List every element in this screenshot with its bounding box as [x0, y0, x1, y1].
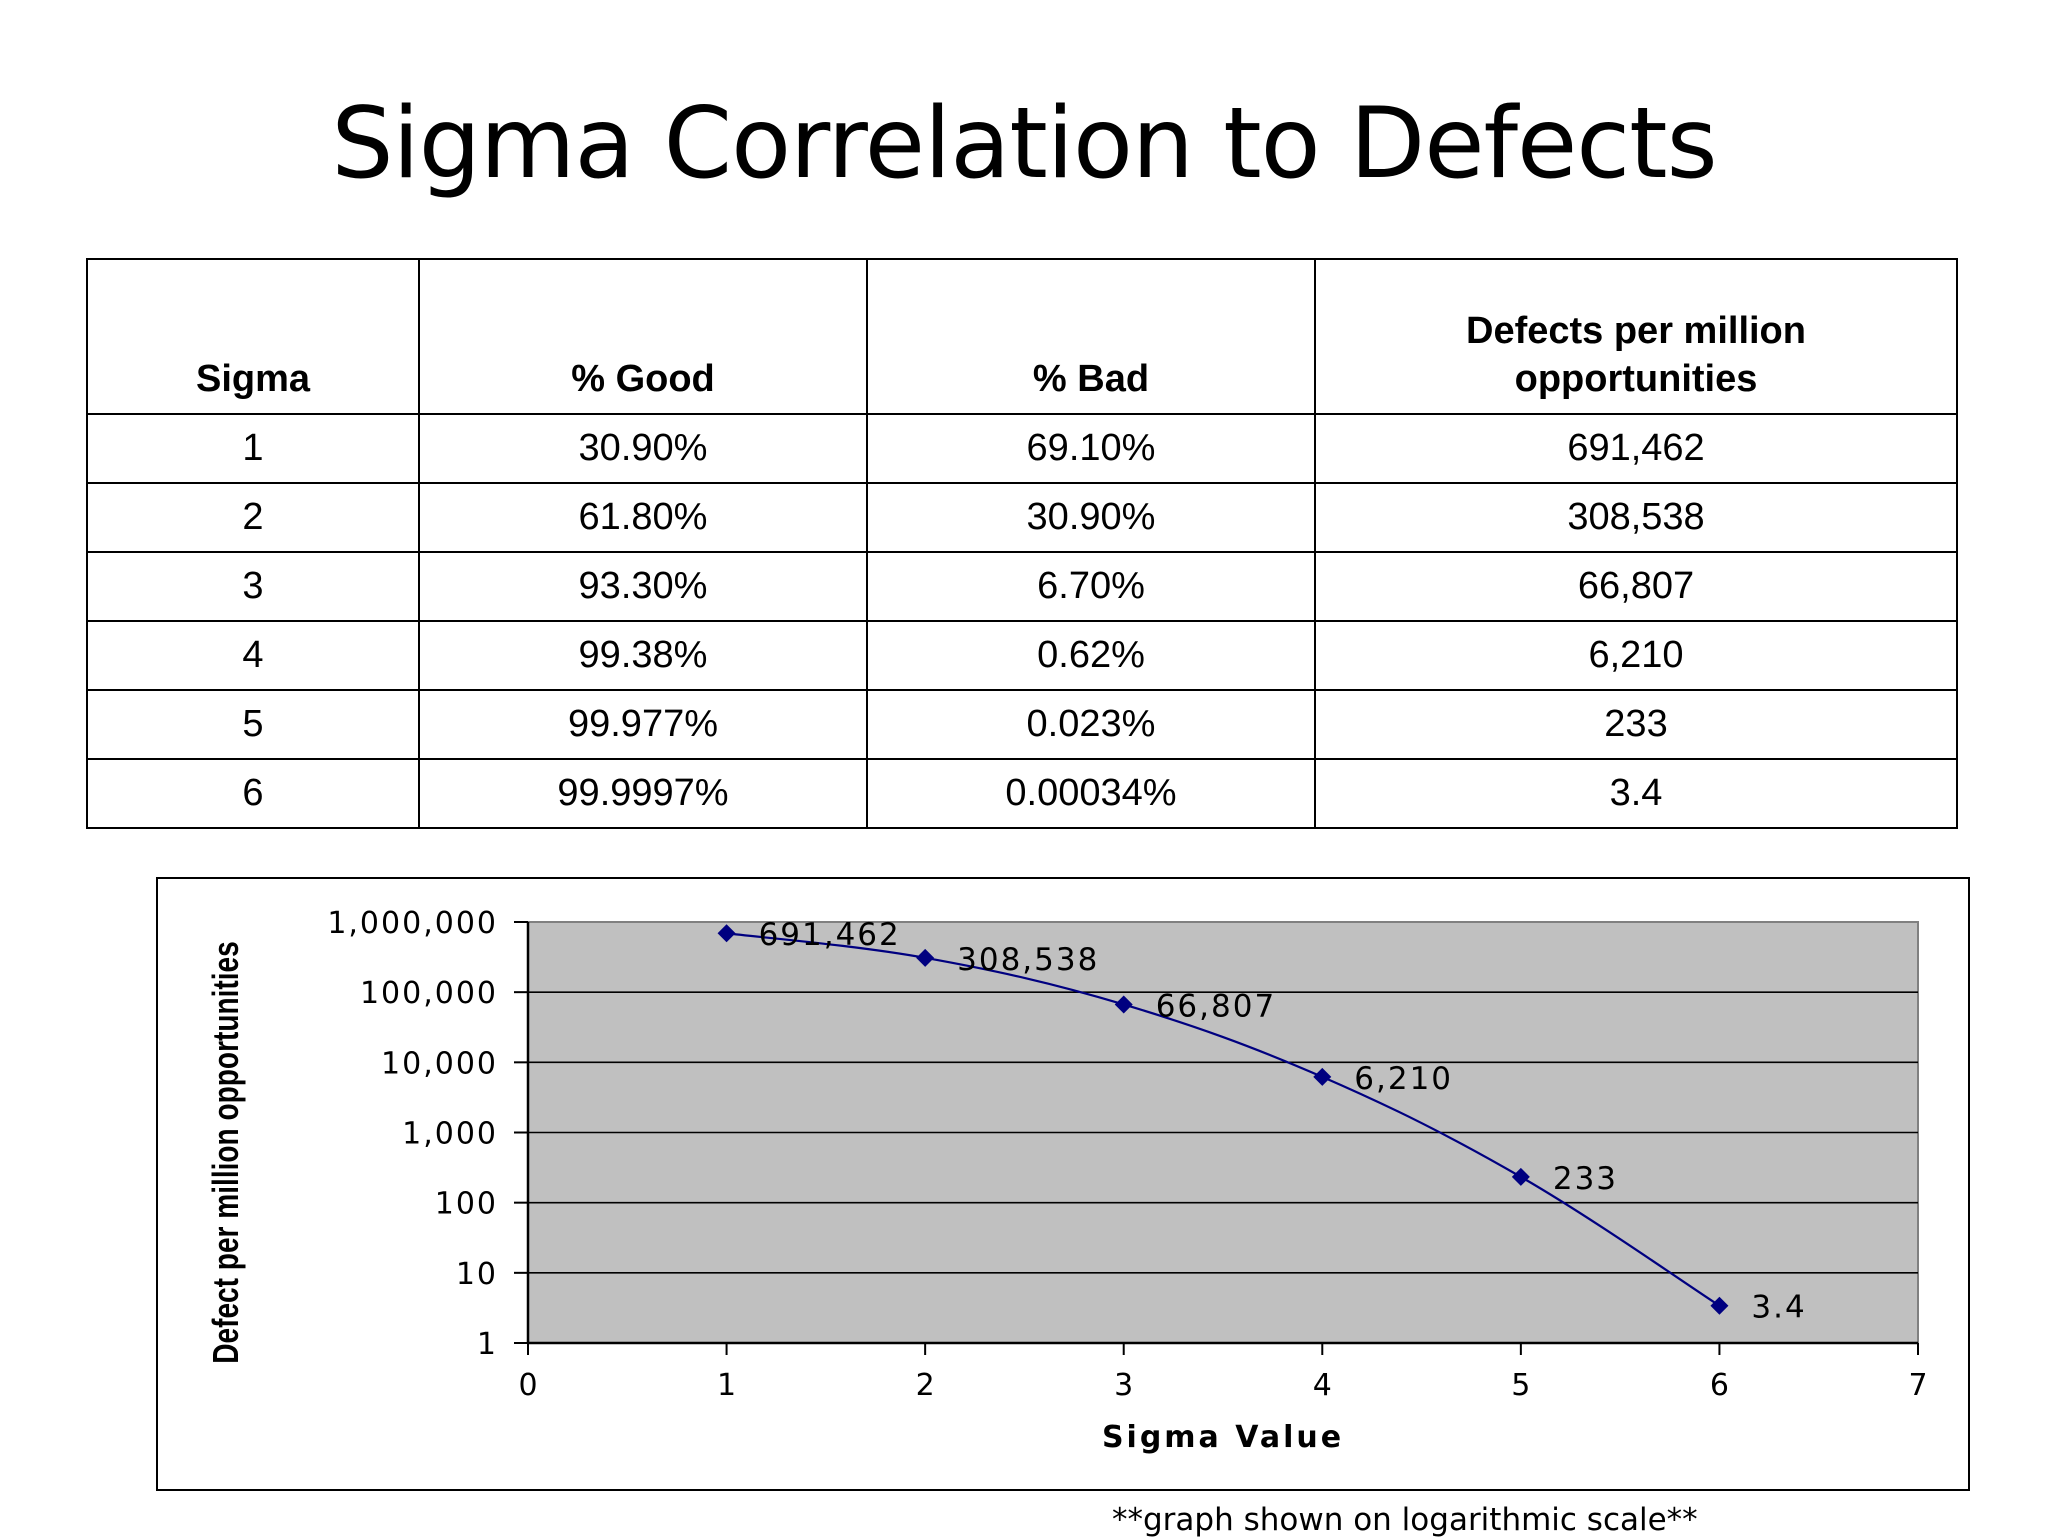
cell-bad: 69.10%	[866, 413, 1316, 484]
table-row: 5 99.977% 0.023% 233	[86, 689, 1958, 760]
header-good: % Good	[418, 258, 868, 415]
y-tick-label: 10	[456, 1257, 498, 1292]
y-tick-label: 100,000	[360, 976, 498, 1011]
cell-good: 99.38%	[418, 620, 868, 691]
y-tick-label: 10,000	[381, 1046, 498, 1081]
y-tick-label: 1,000,000	[327, 906, 498, 941]
cell-bad: 0.00034%	[866, 758, 1316, 829]
data-label: 233	[1553, 1161, 1618, 1197]
data-label: 308,538	[957, 942, 1099, 978]
data-point-marker	[916, 948, 935, 967]
table-row: 3 93.30% 6.70% 66,807	[86, 551, 1958, 622]
y-axis-title: Defect per million opportunities	[206, 941, 246, 1364]
cell-sigma: 6	[86, 758, 420, 829]
table-row: 2 61.80% 30.90% 308,538	[86, 482, 1958, 553]
y-tick-label: 1,000	[402, 1117, 498, 1152]
data-label: 691,462	[759, 917, 901, 953]
sigma-table: Sigma % Good % Bad Defects per million o…	[86, 258, 1958, 829]
cell-dpmo: 233	[1314, 689, 1958, 760]
cell-sigma: 4	[86, 620, 420, 691]
cell-sigma: 3	[86, 551, 420, 622]
y-tick-label: 1	[477, 1327, 498, 1362]
x-tick-label: 0	[518, 1368, 537, 1403]
cell-bad: 6.70%	[866, 551, 1316, 622]
cell-dpmo: 691,462	[1314, 413, 1958, 484]
cell-good: 93.30%	[418, 551, 868, 622]
header-sigma: Sigma	[86, 258, 420, 415]
cell-good: 99.977%	[418, 689, 868, 760]
cell-sigma: 5	[86, 689, 420, 760]
x-tick-label: 3	[1114, 1368, 1133, 1403]
cell-good: 30.90%	[418, 413, 868, 484]
x-tick-label: 1	[717, 1368, 736, 1403]
cell-sigma: 1	[86, 413, 420, 484]
cell-dpmo: 3.4	[1314, 758, 1958, 829]
data-point-marker	[1313, 1067, 1332, 1086]
slide-title: Sigma Correlation to Defects	[331, 87, 1717, 201]
data-point-marker	[1114, 995, 1133, 1014]
cell-sigma: 2	[86, 482, 420, 553]
x-axis-title: Sigma Value	[1102, 1420, 1344, 1455]
x-tick-label: 7	[1908, 1368, 1927, 1403]
chart-container: 1 10 100 1,000 10,000 100,000 1,000,000 0 1 2 3 4 5 6…	[156, 877, 1970, 1491]
table-row: 1 30.90% 69.10% 691,462	[86, 413, 1958, 484]
header-bad: % Bad	[866, 258, 1316, 415]
cell-dpmo: 66,807	[1314, 551, 1958, 622]
cell-good: 61.80%	[418, 482, 868, 553]
data-label: 6,210	[1354, 1061, 1453, 1097]
series-line	[726, 932, 1721, 1307]
cell-good: 99.9997%	[418, 758, 868, 829]
cell-bad: 30.90%	[866, 482, 1316, 553]
header-dpmo: Defects per million opportunities	[1314, 258, 1958, 415]
data-label: 66,807	[1156, 988, 1276, 1024]
x-tick-label: 6	[1710, 1368, 1729, 1403]
cell-bad: 0.023%	[866, 689, 1316, 760]
log-scale-footnote: **graph shown on logarithmic scale**	[1112, 1502, 1698, 1538]
x-tick-label: 4	[1313, 1368, 1332, 1403]
data-label: 3.4	[1751, 1290, 1806, 1326]
cell-dpmo: 308,538	[1314, 482, 1958, 553]
y-tick-label: 100	[435, 1187, 498, 1222]
data-point-marker	[1710, 1296, 1729, 1315]
table-row: 6 99.9997% 0.00034% 3.4	[86, 758, 1958, 829]
x-tick-label: 5	[1511, 1368, 1530, 1403]
table-row: 4 99.38% 0.62% 6,210	[86, 620, 1958, 691]
data-point-marker	[1511, 1167, 1530, 1186]
cell-bad: 0.62%	[866, 620, 1316, 691]
data-point-marker	[717, 924, 736, 943]
table-header-row: Sigma % Good % Bad Defects per million o…	[86, 258, 1958, 415]
cell-dpmo: 6,210	[1314, 620, 1958, 691]
x-tick-label: 2	[916, 1368, 935, 1403]
